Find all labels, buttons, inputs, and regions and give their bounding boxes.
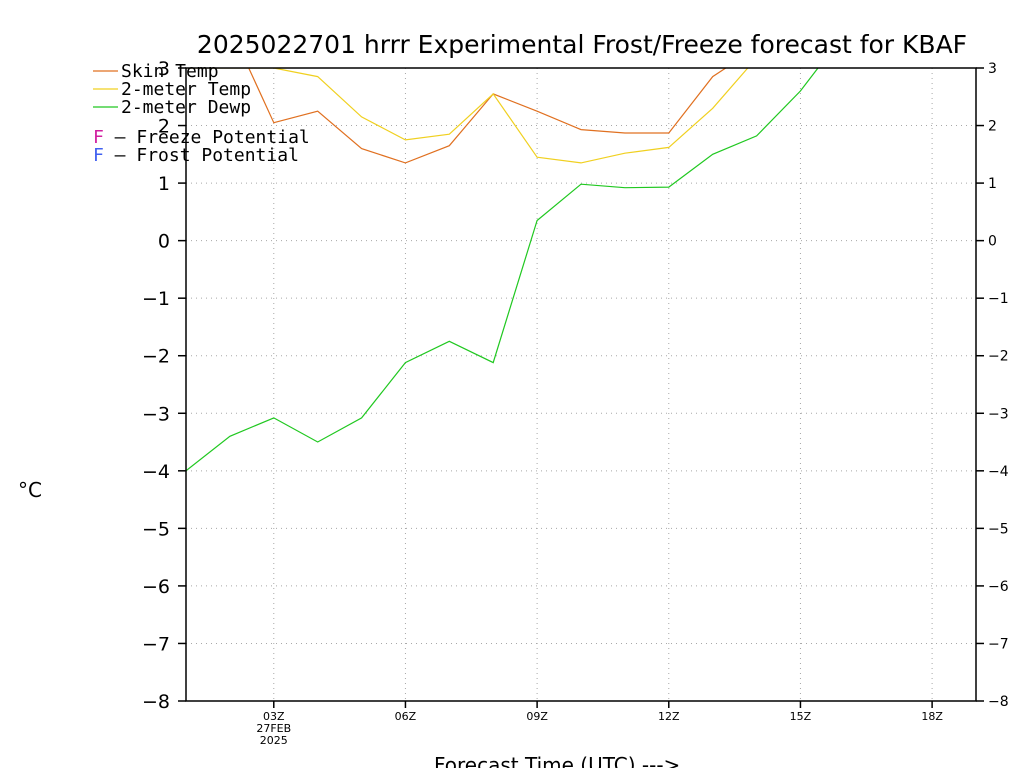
legend-label: 2-meter Temp — [121, 79, 251, 100]
x-tick-label: 18Z — [921, 710, 943, 723]
x-tick-label: 06Z — [395, 710, 417, 723]
x-tick-sublabel: 27FEB — [256, 722, 291, 735]
legend-potential: F – Frost Potential — [93, 145, 299, 166]
y-tick-label-right: −7 — [988, 636, 1009, 652]
y-tick-label: −7 — [142, 633, 170, 655]
y-tick-label: 2 — [158, 116, 170, 138]
y-tick-label-right: −8 — [988, 694, 1009, 710]
x-tick-label: 15Z — [790, 710, 812, 723]
y-tick-label: −6 — [142, 576, 170, 598]
y-tick-label: −8 — [142, 691, 170, 713]
series-line-2-meter-temp — [186, 68, 749, 164]
legend-label: 2-meter Dewp — [121, 97, 251, 118]
y-axis-right: 3 2 1 0 −1 −2 −3 −4 −5 −6 −7 −8 — [976, 61, 1009, 710]
series-line-skin-temp — [248, 68, 727, 164]
y-tick-label: 3 — [158, 58, 170, 80]
legend-potential: F – Freeze Potential — [93, 127, 310, 148]
x-tick-sublabel: 2025 — [260, 734, 288, 747]
y-tick-label-right: 1 — [988, 176, 997, 192]
x-tick-label: 09Z — [526, 710, 548, 723]
y-tick-label-right: −2 — [988, 349, 1009, 365]
y-tick-label-right: 0 — [988, 234, 997, 250]
chart-title: 2025022701 hrrr Experimental Frost/Freez… — [197, 30, 967, 59]
y-tick-label-right: −6 — [988, 579, 1009, 595]
y-tick-label-right: −4 — [988, 464, 1009, 480]
y-tick-label: −1 — [142, 288, 170, 310]
x-tick-label: 12Z — [658, 710, 680, 723]
x-axis-label: Forecast Time (UTC) ---> — [434, 753, 680, 768]
y-tick-label: 0 — [158, 231, 170, 253]
legend-label: Skin Temp — [121, 61, 219, 82]
y-tick-label-right: −3 — [988, 406, 1009, 422]
y-tick-label: −5 — [142, 518, 170, 540]
x-tick-label: 03Z — [263, 710, 285, 723]
series-line-2-meter-dewp — [186, 68, 819, 472]
y-tick-label-right: −5 — [988, 521, 1009, 537]
y-tick-label: −3 — [142, 403, 170, 425]
y-tick-label: −4 — [142, 461, 170, 483]
grid-lines — [186, 68, 976, 701]
y-tick-label: −2 — [142, 346, 170, 368]
y-axis-left: 3 2 1 0 −1 −2 −3 −4 −5 −6 −7 −8 — [142, 58, 186, 713]
plot-frame — [185, 67, 977, 702]
series-lines — [186, 68, 819, 472]
y-tick-label-right: 2 — [988, 119, 997, 135]
y-tick-label-right: −1 — [988, 291, 1009, 307]
y-tick-label: 1 — [158, 173, 170, 195]
y-axis-label: °C — [18, 478, 42, 502]
y-tick-label-right: 3 — [988, 61, 997, 77]
